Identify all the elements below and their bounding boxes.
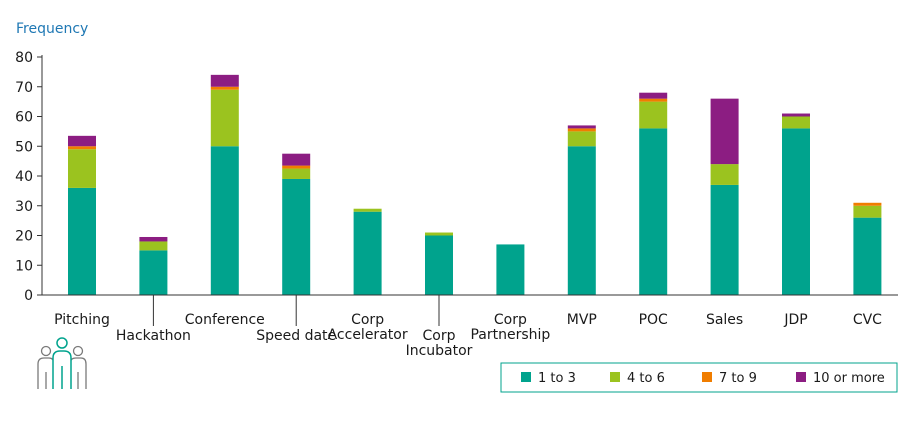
bars: [68, 74, 882, 295]
bar-segment: [210, 146, 239, 295]
legend-label: 7 to 9: [719, 371, 757, 386]
y-axis-ticks: 0 10 20 30 40 50 60 70 80: [15, 50, 42, 304]
bar-segment: [639, 98, 668, 102]
bar-segment: [425, 235, 453, 295]
bar-segment: [496, 244, 525, 295]
legend: 1 to 3 4 to 6 7 to 9 10 or more: [500, 362, 898, 393]
y-tick-label: 50: [15, 139, 33, 155]
y-tick-label: 60: [15, 110, 33, 126]
bar-segment: [210, 86, 239, 90]
bar-segment: [853, 202, 882, 206]
x-tick-label: Corp: [423, 328, 456, 344]
bar-segment: [567, 128, 596, 132]
bar-segment: [139, 250, 168, 295]
legend-label: 1 to 3: [538, 371, 576, 386]
y-tick-label: 30: [15, 199, 33, 215]
x-tick-label: Corp: [351, 312, 384, 328]
y-axis-label: Frequency: [16, 21, 88, 37]
x-tick-label: CVC: [853, 312, 882, 328]
x-tick-label: Hackathon: [116, 328, 191, 344]
x-tick-label: Sales: [706, 312, 743, 328]
bar-segment: [567, 131, 596, 147]
bar-segment: [425, 232, 453, 236]
legend-swatch: [521, 372, 531, 382]
bar-segment: [210, 74, 239, 87]
bar-segment: [710, 184, 739, 295]
bar-segment: [639, 101, 668, 129]
legend-swatch: [796, 372, 806, 382]
x-tick-label: Speed date: [256, 328, 336, 344]
y-tick-label: 10: [15, 258, 33, 274]
bar-segment: [282, 165, 311, 169]
bar-segment: [282, 168, 311, 179]
bar-segment: [282, 178, 311, 295]
x-tick-label: Accelerator: [328, 327, 408, 343]
bar-segment: [139, 241, 168, 251]
bar-segment: [567, 125, 596, 129]
bar-segment: [639, 128, 668, 295]
bar-segment: [68, 135, 96, 147]
x-tick-label: MVP: [567, 312, 597, 328]
y-tick-label: 70: [15, 80, 33, 96]
legend-swatch: [702, 372, 712, 382]
x-tick-label: JDP: [783, 312, 807, 328]
bar-segment: [853, 217, 882, 295]
axes: [41, 55, 898, 296]
bar-segment: [710, 98, 739, 165]
people-icon: [37, 337, 87, 389]
x-tick-label: Pitching: [54, 312, 110, 328]
bar-segment: [710, 164, 739, 185]
x-tick-label: Incubator: [406, 343, 473, 359]
bar-segment: [282, 153, 311, 166]
bar-segment: [210, 89, 239, 147]
y-tick-label: 80: [15, 50, 33, 66]
bar-segment: [782, 113, 810, 117]
y-tick-label: 0: [24, 288, 33, 304]
legend-box: [500, 362, 898, 393]
legend-label: 10 or more: [813, 371, 885, 386]
x-tick-label: Corp: [494, 312, 527, 328]
bar-segment: [68, 187, 96, 295]
x-tick-label: POC: [639, 312, 668, 328]
bar-segment: [853, 205, 882, 218]
bar-segment: [567, 146, 596, 295]
bar-segment: [139, 236, 168, 242]
bar-segment: [639, 92, 668, 99]
bar-segment: [782, 116, 810, 129]
bar-segment: [68, 146, 96, 150]
bar-segment: [353, 208, 382, 212]
bar-segment: [68, 149, 96, 188]
bar-segment: [353, 211, 382, 295]
bar-segment: [782, 128, 810, 295]
x-tick-label: Conference: [185, 312, 265, 328]
y-tick-label: 40: [15, 169, 33, 185]
x-tick-label: Partnership: [470, 327, 550, 343]
legend-swatch: [610, 372, 620, 382]
y-tick-label: 20: [15, 229, 33, 245]
legend-label: 4 to 6: [627, 371, 665, 386]
